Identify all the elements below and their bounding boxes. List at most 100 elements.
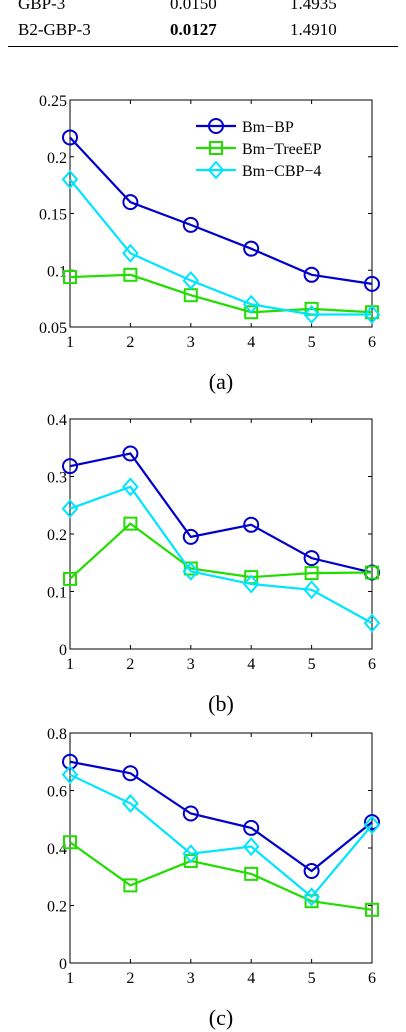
value-cell-1: 0.0127: [170, 20, 217, 39]
series-line-3: [69, 178, 372, 316]
series-line-3: [69, 485, 373, 625]
data-point-circle: [243, 819, 260, 836]
data-point-square: [123, 267, 138, 282]
x-tick-label: 3: [187, 334, 195, 351]
legend-label: Bm−TreeEP: [242, 141, 322, 158]
data-point-diamond: [61, 499, 79, 519]
data-point-square: [183, 853, 198, 868]
x-tick-label: 1: [66, 334, 74, 351]
table-bottom-rule: [8, 46, 398, 47]
series-line-1: [69, 760, 373, 873]
data-point-diamond: [61, 169, 79, 189]
legend-label: Bm−CBP−4: [242, 163, 321, 180]
value-cell-1: 0.0150: [170, 0, 217, 13]
table-row: GBP-3 0.0150 1.4935: [0, 0, 406, 16]
y-tick-label: 0.6: [47, 784, 67, 801]
data-point-circle: [122, 445, 139, 462]
series-line-1: [69, 136, 373, 285]
y-tick-label: 0.1: [47, 263, 67, 280]
data-point-diamond: [182, 270, 200, 290]
chart-caption: (a): [209, 369, 233, 394]
x-tick-label: 3: [187, 970, 195, 987]
data-point-diamond: [182, 561, 200, 581]
y-tick-label: 0.25: [39, 93, 67, 110]
data-point-square: [244, 305, 259, 320]
value-cell-2: 1.4910: [290, 20, 337, 39]
x-tick-label: 1: [66, 656, 74, 673]
data-point-circle: [243, 240, 260, 257]
y-tick-label: 0.4: [47, 841, 67, 858]
data-point-square: [63, 270, 77, 285]
data-point-diamond: [122, 243, 139, 263]
chart-2: 0 0.1 0.2 0.3 0.4 1 2 3 4 5 6 (b): [47, 412, 381, 716]
legend-marker-diamond: [207, 160, 225, 180]
data-point-square: [63, 571, 77, 586]
x-tick-label: 2: [126, 970, 134, 987]
chart-caption: (c): [209, 1005, 233, 1030]
data-point-circle: [62, 753, 78, 770]
y-tick-label: 0.15: [39, 207, 67, 224]
data-point-circle: [364, 814, 380, 831]
chart-1: 0.05 0.1 0.15 0.2 0.25 1 2 3 4 5 6 Bm−BP Bm−TreeEP Bm…: [39, 93, 381, 394]
data-point-circle: [243, 516, 260, 533]
legend-marker-circle: [208, 118, 224, 134]
data-point-diamond: [61, 765, 79, 785]
data-point-diamond: [303, 580, 320, 600]
data-point-square: [63, 835, 77, 850]
x-tick-label: 6: [368, 970, 376, 987]
data-point-square: [365, 902, 379, 917]
data-point-diamond: [303, 304, 320, 325]
method-name-cell: GBP-3: [18, 0, 66, 13]
data-point-circle: [122, 194, 139, 211]
data-point-diamond: [363, 304, 381, 325]
y-tick-label: 0.4: [47, 412, 67, 429]
series-line-1: [69, 452, 373, 574]
legend-label: Bm−BP: [242, 119, 294, 136]
x-tick-label: 3: [187, 656, 195, 673]
data-point-diamond: [242, 574, 260, 594]
data-point-circle: [122, 765, 139, 782]
data-point-circle: [182, 216, 199, 233]
data-point-circle: [182, 805, 199, 822]
y-tick-label: 0: [59, 642, 67, 659]
x-tick-label: 5: [308, 656, 316, 673]
data-point-diamond: [363, 613, 381, 633]
results-table-fragment: GBP-3 0.0150 1.4935 B2-GBP-3 0.0127 1.49…: [0, 0, 406, 64]
chart-3: 0 0.2 0.4 0.6 0.8 1 2 3 4 5 6 (c): [47, 726, 381, 1030]
data-point-square: [123, 516, 138, 531]
x-tick-label: 6: [368, 656, 376, 673]
data-point-circle: [303, 550, 320, 567]
y-tick-label: 0.2: [47, 150, 67, 167]
x-tick-label: 4: [247, 970, 255, 987]
data-point-square: [244, 866, 259, 881]
data-point-diamond: [242, 294, 260, 314]
method-name-cell: B2-GBP-3: [18, 20, 91, 39]
series-line-2: [69, 841, 373, 911]
y-tick-label: 0.8: [47, 726, 67, 743]
y-tick-label: 0.05: [39, 320, 67, 337]
data-point-diamond: [122, 477, 139, 497]
data-point-circle: [303, 266, 320, 283]
data-point-square: [365, 565, 379, 580]
y-tick-label: 0.2: [47, 899, 67, 916]
plot-frame: [69, 732, 373, 964]
x-tick-label: 1: [66, 970, 74, 987]
data-point-diamond: [363, 815, 381, 835]
x-tick-label: 5: [308, 334, 316, 351]
x-tick-label: 2: [126, 656, 134, 673]
data-point-circle: [62, 458, 78, 475]
data-point-circle: [62, 129, 78, 146]
value-cell-2: 1.4935: [290, 0, 337, 13]
chart-caption: (b): [208, 691, 234, 716]
data-point-circle: [364, 275, 380, 292]
series-line-3: [69, 773, 373, 899]
data-point-diamond: [303, 887, 320, 907]
data-point-diamond: [242, 837, 260, 857]
table-row: B2-GBP-3 0.0127 1.4910: [0, 20, 406, 42]
x-tick-label: 5: [308, 970, 316, 987]
x-tick-label: 2: [126, 334, 134, 351]
data-point-diamond: [122, 793, 139, 813]
y-tick-label: 0: [59, 956, 67, 973]
y-tick-label: 0.2: [47, 527, 67, 544]
